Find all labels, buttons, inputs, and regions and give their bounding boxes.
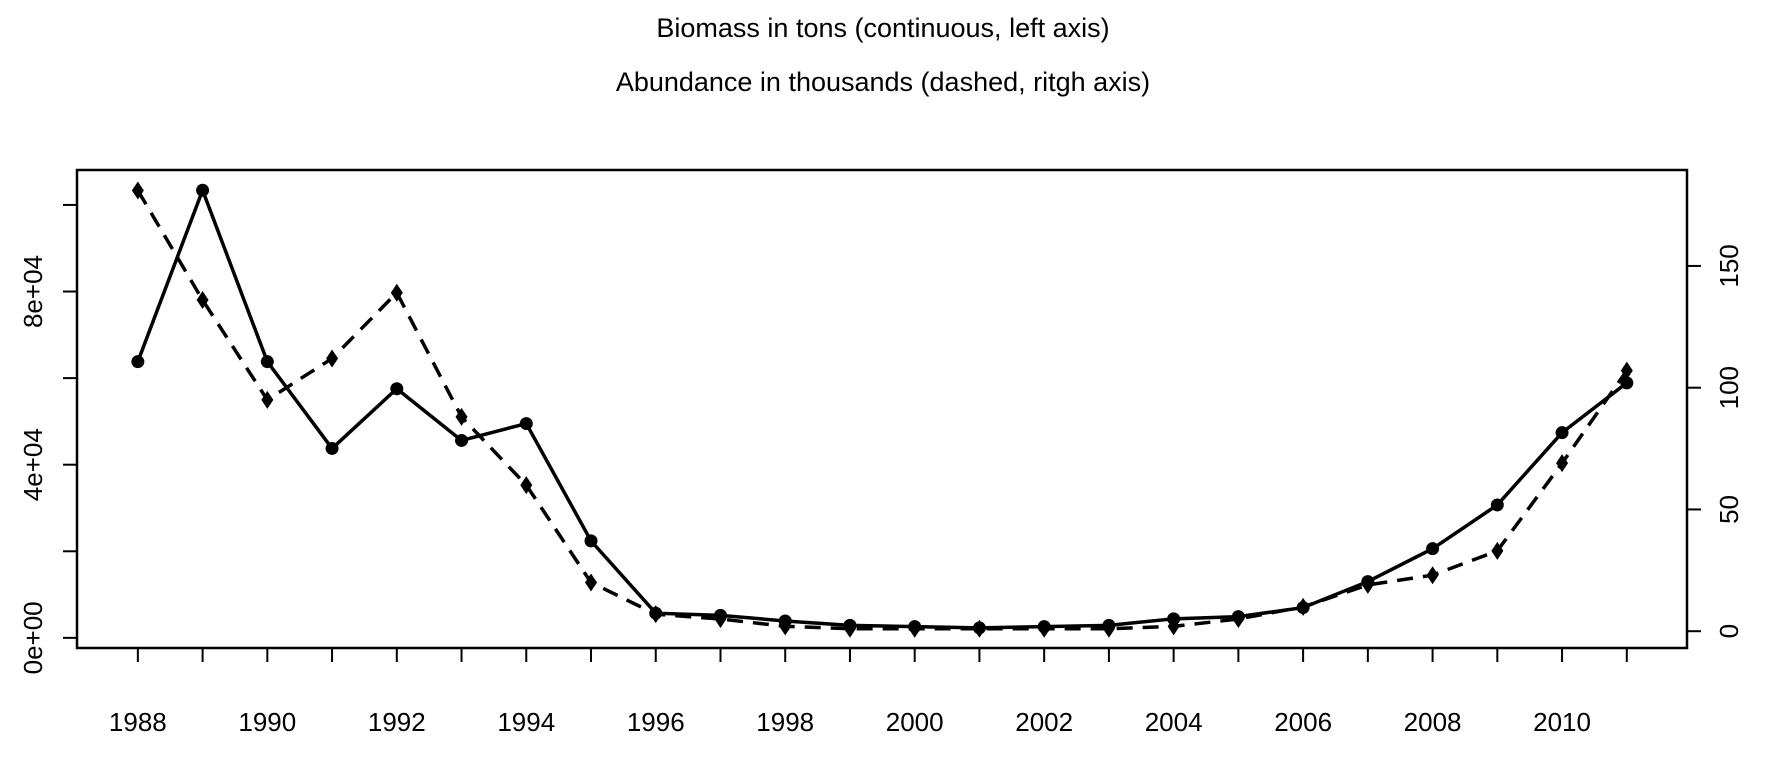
x-tick-label: 2010 bbox=[1533, 707, 1591, 737]
point bbox=[1620, 376, 1634, 390]
chart-subtitle: Abundance in thousands (dashed, ritgh ax… bbox=[616, 67, 1150, 97]
y-tick-label: 8e+04 bbox=[18, 255, 48, 328]
x-tick-label: 1994 bbox=[497, 707, 555, 737]
point bbox=[1038, 619, 1051, 638]
plot-frame bbox=[75, 168, 1689, 650]
point bbox=[260, 355, 274, 369]
point bbox=[1297, 597, 1310, 616]
point bbox=[1555, 426, 1569, 440]
point bbox=[131, 181, 144, 200]
point bbox=[1490, 498, 1504, 512]
chart-title: Biomass in tons (continuous, left axis) bbox=[656, 13, 1109, 43]
point bbox=[455, 433, 469, 447]
point bbox=[390, 382, 404, 396]
point bbox=[1556, 454, 1569, 473]
point bbox=[908, 619, 921, 638]
point bbox=[1167, 617, 1180, 636]
y2-tick-label: 150 bbox=[1714, 244, 1744, 287]
point bbox=[519, 417, 533, 431]
point bbox=[1426, 566, 1439, 585]
x-tick-label: 2004 bbox=[1145, 707, 1203, 737]
point bbox=[973, 619, 986, 638]
x-tick-label: 2006 bbox=[1274, 707, 1332, 737]
point bbox=[326, 349, 339, 368]
point bbox=[196, 183, 210, 197]
x-tick-label: 1998 bbox=[756, 707, 814, 737]
point bbox=[131, 355, 145, 369]
point bbox=[1102, 619, 1115, 638]
point bbox=[779, 617, 792, 636]
point bbox=[843, 619, 856, 638]
x-tick-label: 2008 bbox=[1404, 707, 1462, 737]
y-tick-label: 0e+00 bbox=[18, 601, 48, 674]
point bbox=[585, 573, 598, 592]
series-line bbox=[136, 189, 1629, 631]
x-tick-label: 2002 bbox=[1015, 707, 1073, 737]
point bbox=[1232, 610, 1245, 629]
x-tick-label: 1990 bbox=[238, 707, 296, 737]
x-tick-label: 2000 bbox=[886, 707, 944, 737]
point bbox=[196, 291, 209, 310]
point bbox=[390, 283, 403, 302]
point bbox=[455, 407, 468, 426]
y2-tick-label: 0 bbox=[1714, 624, 1744, 638]
point bbox=[1620, 361, 1633, 380]
point bbox=[1361, 575, 1374, 594]
point bbox=[649, 605, 662, 624]
point bbox=[584, 534, 598, 548]
point bbox=[520, 476, 533, 495]
point bbox=[1491, 541, 1504, 560]
x-tick-label: 1988 bbox=[109, 707, 167, 737]
y-tick-label: 4e+04 bbox=[18, 428, 48, 501]
y2-tick-label: 50 bbox=[1714, 495, 1744, 524]
x-tick-label: 1996 bbox=[627, 707, 685, 737]
x-tick-label: 1992 bbox=[368, 707, 426, 737]
point bbox=[714, 610, 727, 629]
y2-tick-label: 100 bbox=[1714, 366, 1744, 409]
point bbox=[1426, 542, 1440, 556]
point bbox=[325, 441, 339, 455]
series-line bbox=[136, 185, 1628, 630]
point bbox=[261, 390, 274, 409]
